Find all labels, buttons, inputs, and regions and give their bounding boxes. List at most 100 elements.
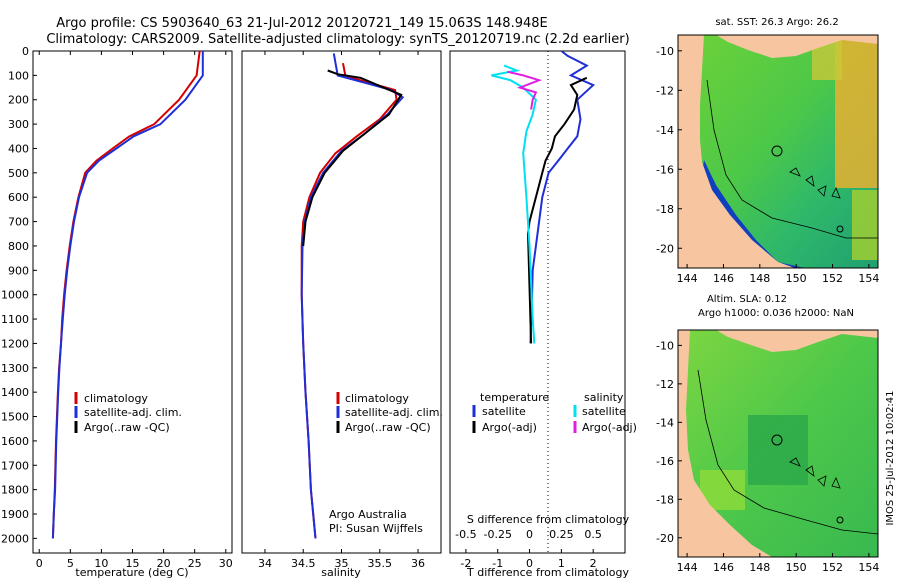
y-tick-label: 1300 <box>1 362 29 375</box>
argo-marker <box>836 516 844 524</box>
s-tick-label: 0 <box>526 528 533 541</box>
sst-map-ticks: 144 146 148 150 152 154 -10 -12 -14 -16 -18 -20 <box>656 45 879 285</box>
new-guinea-land <box>716 330 878 352</box>
difference-axes-frame <box>449 50 626 554</box>
map-y-tick-label: -18 <box>656 493 674 506</box>
y-tick-label: 500 <box>8 167 29 180</box>
salinity-axes-frame <box>241 50 442 554</box>
y-tick-label: 0 <box>22 45 29 58</box>
map-x-tick-label: 152 <box>822 272 843 285</box>
y-tick-label: 1200 <box>1 337 29 350</box>
legend-clim-label: climatology <box>84 392 148 405</box>
s-tick-label: -0.5 <box>455 528 476 541</box>
map-x-tick-label: 148 <box>749 561 770 574</box>
map-x-tick-label: 150 <box>786 272 807 285</box>
y-tick-label: 2000 <box>1 532 29 545</box>
salinity-x-ticks: 34 34.5 35 35.5 36 <box>258 51 425 570</box>
y-tick-label: 300 <box>8 118 29 131</box>
salinity-lines <box>300 53 405 539</box>
argo-marker <box>771 145 783 157</box>
x-tick-label: 1 <box>558 557 565 570</box>
reef-islands <box>789 167 841 199</box>
sla-map-panel: Altim. SLA: 0.12 Argo h1000: 0.036 h2000… <box>656 294 879 574</box>
legend-s-sat-label: satellite <box>582 405 626 418</box>
s-tick-label: 0.5 <box>584 528 602 541</box>
sst-warm-patch <box>852 190 878 260</box>
map-x-tick-label: 150 <box>786 561 807 574</box>
y-tick-label: 200 <box>8 94 29 107</box>
series-line-satellite-adj-clim- <box>300 53 405 539</box>
map-x-tick-label: 148 <box>749 272 770 285</box>
map-y-tick-label: -16 <box>656 163 674 176</box>
map-x-tick-label: 154 <box>858 561 879 574</box>
map-x-tick-label: 144 <box>677 272 698 285</box>
argo-marker <box>836 225 844 233</box>
sst-map-panel: sat. SST: 26.3 Argo: 26.2 144 146 148 150 15… <box>656 17 879 285</box>
y-tick-label: 1600 <box>1 435 29 448</box>
x-tick-label: 34.5 <box>291 557 316 570</box>
x-tick-label: 0 <box>526 557 533 570</box>
series-line-climatology <box>300 63 398 539</box>
legend-argo-label: Argo(..raw -QC) <box>84 421 170 434</box>
sla-map-frame <box>677 329 879 558</box>
x-tick-label: 20 <box>157 557 171 570</box>
map-y-tick-label: -18 <box>656 203 674 216</box>
sla-map-ticks: 144 146 148 150 152 154 -10 -12 -14 -16 -18 -20 <box>656 339 879 574</box>
x-tick-label: 30 <box>219 557 233 570</box>
pi-note: PI: Susan Wijffels <box>329 522 423 535</box>
temperature-x-ticks: 0 5 10 15 20 25 30 <box>36 51 233 570</box>
x-tick-label: 35 <box>335 557 349 570</box>
x-tick-label: 0 <box>36 557 43 570</box>
map-y-tick-label: -10 <box>656 339 674 352</box>
x-tick-label: 25 <box>188 557 202 570</box>
sst-map-title: sat. SST: 26.3 Argo: 26.2 <box>715 17 838 28</box>
salinity-legend: climatology satellite-adj. clim. Argo(..… <box>336 392 443 434</box>
legend-sat-label: satellite-adj. clim. <box>84 406 182 419</box>
y-tick-label: 1100 <box>1 313 29 326</box>
legend-salinity-header: salinity <box>584 391 624 404</box>
s-tick-label: 0.25 <box>549 528 574 541</box>
temperature-x-label: temperature (deg C) <box>75 566 188 579</box>
salinity-x-label: salinity <box>321 566 361 579</box>
map-y-tick-label: -10 <box>656 45 674 58</box>
reef-islands <box>789 457 841 489</box>
reef-contour <box>706 79 878 239</box>
difference-legend: temperature salinity satellite Argo(-adj… <box>472 391 637 434</box>
y-tick-label: 1700 <box>1 459 29 472</box>
map-y-tick-label: -12 <box>656 84 674 97</box>
x-tick-label: -1 <box>492 557 503 570</box>
map-y-tick-label: -20 <box>656 532 674 545</box>
y-tick-label: 1000 <box>1 289 29 302</box>
sla-map-title-line2: Argo h1000: 0.036 h2000: NaN <box>698 308 854 319</box>
reef-contour <box>697 369 878 535</box>
difference-lines <box>491 51 596 344</box>
sla-map-title-line1: Altim. SLA: 0.12 <box>707 294 787 305</box>
x-tick-label: 5 <box>67 557 74 570</box>
x-tick-label: 36 <box>411 557 425 570</box>
new-guinea-land <box>716 35 878 58</box>
map-x-tick-label: 144 <box>677 561 698 574</box>
australia-land <box>678 35 795 268</box>
map-x-tick-label: 154 <box>858 272 879 285</box>
y-tick-label: 400 <box>8 142 29 155</box>
series-line-t-satellite <box>529 51 596 344</box>
series-line-argo-raw-qc- <box>302 69 403 247</box>
y-tick-label: 1500 <box>1 411 29 424</box>
legend-argo-label: Argo(..raw -QC) <box>345 421 431 434</box>
series-line-s-argo-adj- <box>507 70 543 110</box>
argo-marker <box>771 434 783 446</box>
sst-warm-patch <box>835 38 878 188</box>
s-tick-label: -0.25 <box>483 528 511 541</box>
temperature-panel: 0100200300400500600700800900100011001200… <box>1 45 233 579</box>
difference-panel: -2 -1 0 1 2 -0.5 -0.25 0 0.25 0.5 S difference fr… <box>449 50 637 579</box>
salinity-panel: 34 34.5 35 35.5 36 salinity climatology sate… <box>241 50 443 579</box>
legend-t-sat-label: satellite <box>482 405 526 418</box>
legend-temperature-header: temperature <box>480 391 549 404</box>
imos-timestamp: IMOS 25-Jul-2012 10:02:41 <box>885 390 896 525</box>
sla-low-patch <box>748 415 808 485</box>
map-y-tick-label: -20 <box>656 242 674 255</box>
legend-s-argo-label: Argo(-adj) <box>582 421 637 434</box>
australia-land <box>678 330 772 557</box>
argo-australia-note: Argo Australia <box>329 508 407 521</box>
